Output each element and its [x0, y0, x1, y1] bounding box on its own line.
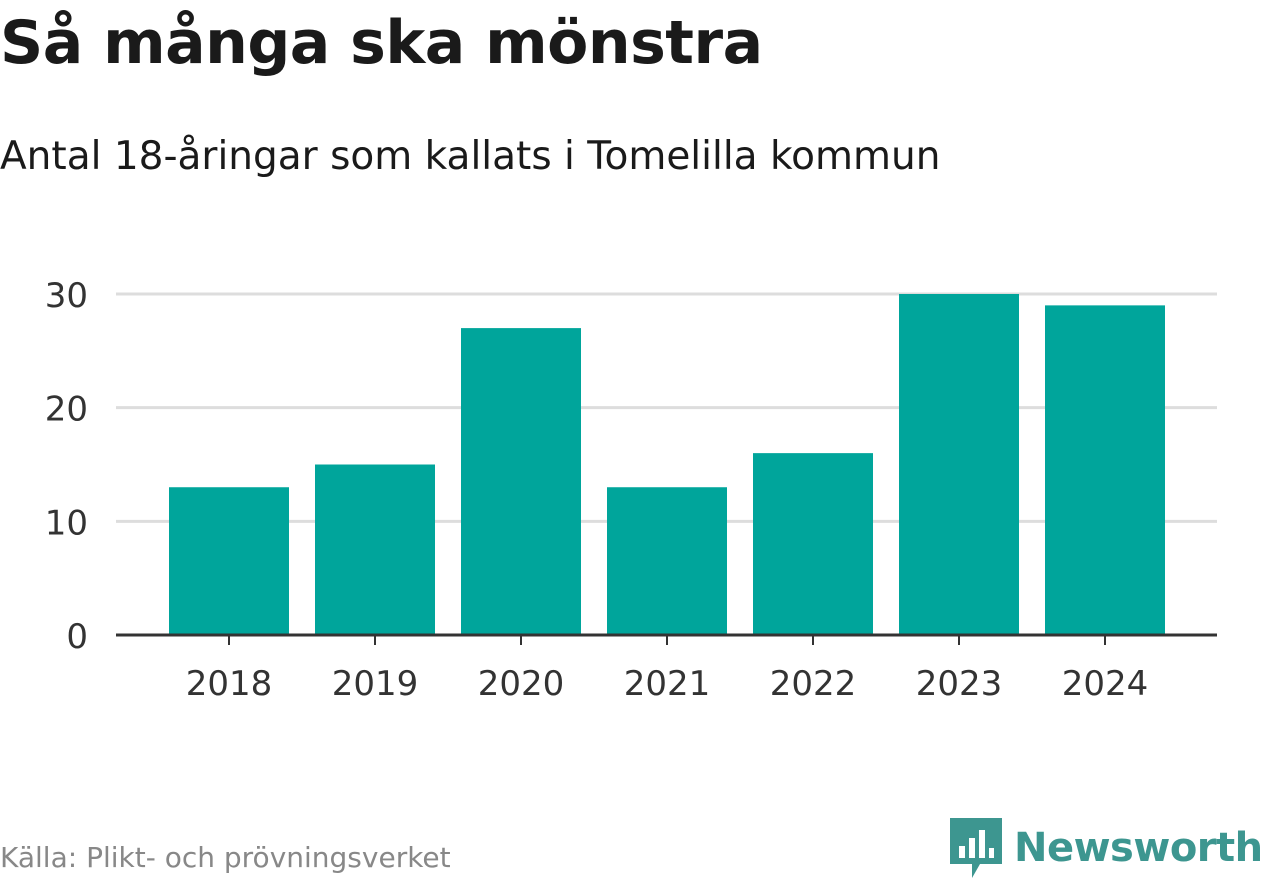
bar-chart-badge-icon — [950, 818, 1002, 878]
x-tick-label: 2018 — [186, 664, 273, 704]
brand-name: Newsworthy — [1014, 825, 1262, 871]
y-tick-label: 0 — [66, 617, 88, 657]
y-tick-label: 30 — [45, 276, 88, 316]
y-tick-label: 10 — [45, 503, 88, 543]
bar — [1045, 305, 1165, 635]
brand-logo[interactable]: Newsworthy — [950, 818, 1262, 878]
bar — [607, 487, 727, 635]
y-tick-label: 20 — [45, 390, 88, 430]
x-tick-label: 2021 — [624, 664, 711, 704]
x-tick-label: 2019 — [332, 664, 419, 704]
bar — [899, 294, 1019, 635]
x-tick-label: 2020 — [478, 664, 565, 704]
chart-subtitle: Antal 18-åringar som kallats i Tomelilla… — [0, 134, 941, 179]
bar — [315, 464, 435, 635]
bar — [753, 453, 873, 635]
bar — [169, 487, 289, 635]
x-tick-label: 2022 — [770, 664, 857, 704]
x-tick-label: 2023 — [916, 664, 1003, 704]
bar — [461, 328, 581, 635]
source-note: Källa: Plikt- och prövningsverket — [0, 841, 451, 874]
x-tick-label: 2024 — [1062, 664, 1149, 704]
chart-title: Så många ska mönstra — [0, 8, 763, 78]
